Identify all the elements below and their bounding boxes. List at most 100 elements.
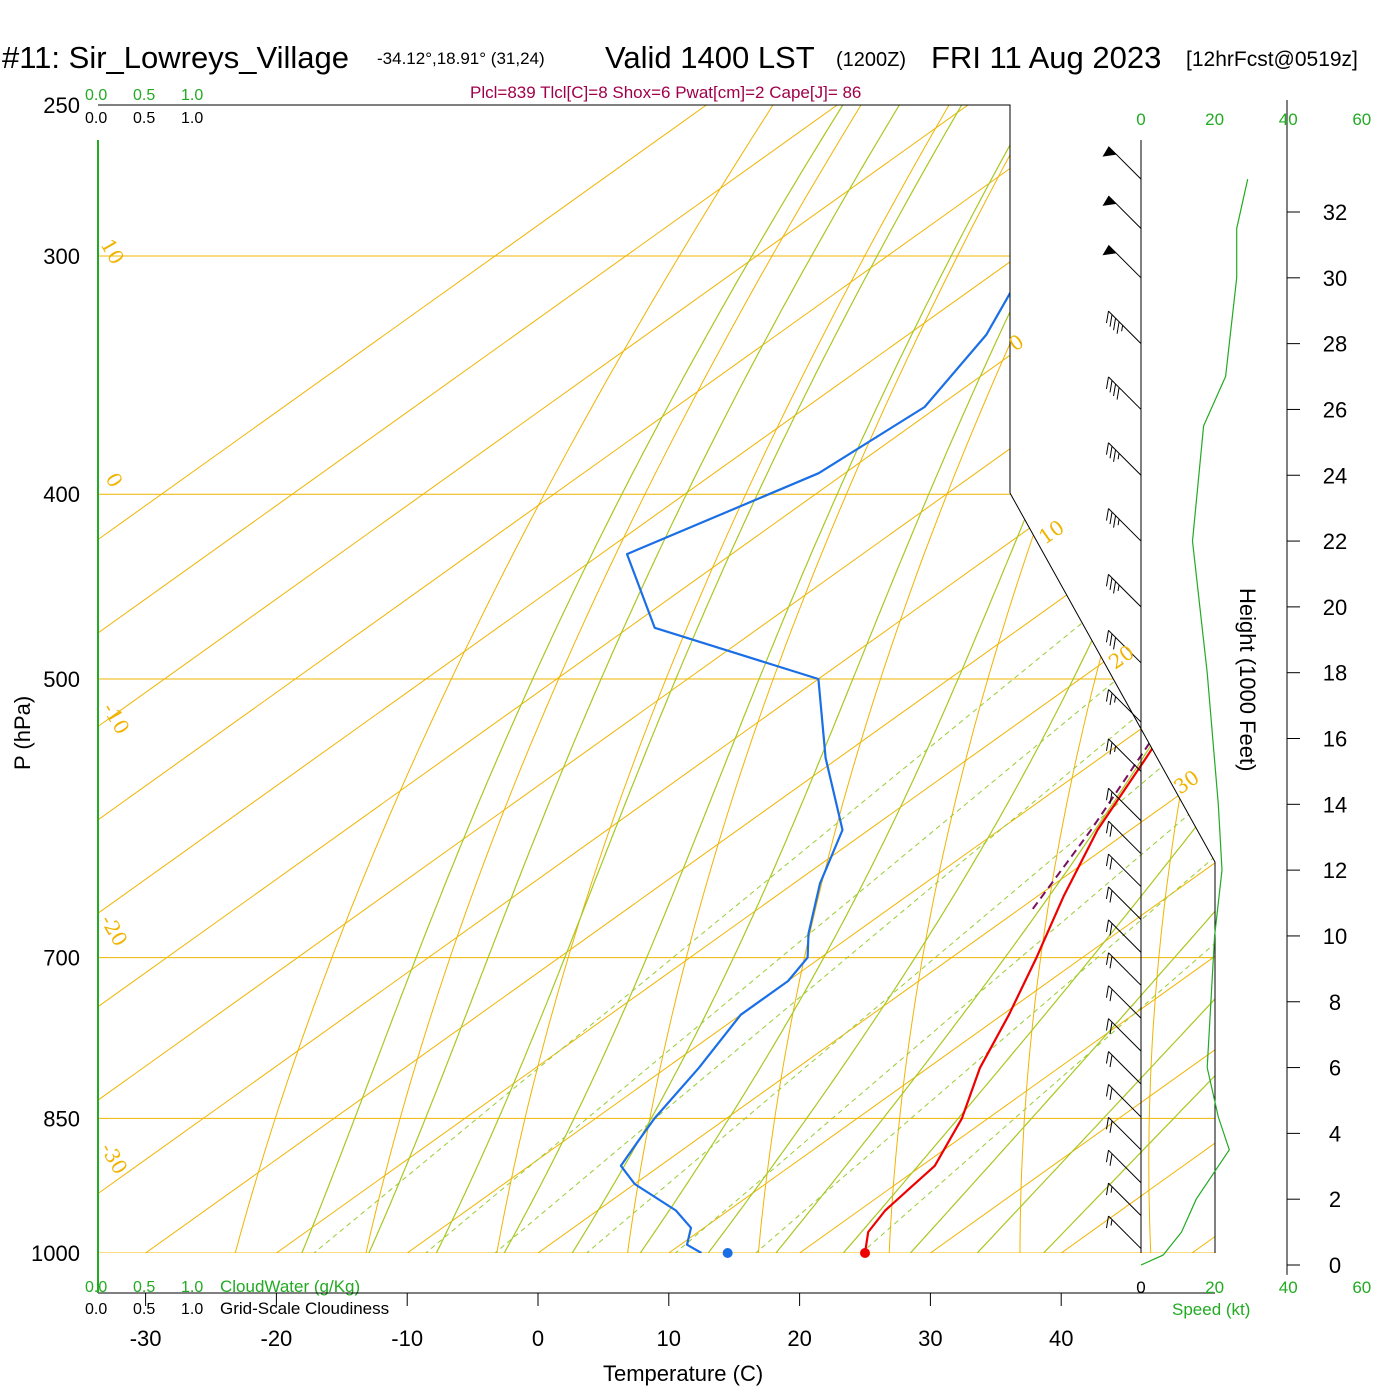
wind-barb-flag xyxy=(1105,376,1109,389)
dewpoint-trace xyxy=(619,152,1111,1253)
cloudwater-scale-bottom-1: 0.5 xyxy=(133,1279,155,1296)
wind-barb xyxy=(1105,1149,1142,1184)
pressure-tick-label: 500 xyxy=(43,667,80,692)
dry-adiabat-line xyxy=(1148,105,1215,1253)
wind-barb-flag xyxy=(1105,1084,1109,1097)
wind-barb xyxy=(1105,985,1142,1019)
wind-barb-flag xyxy=(1109,446,1113,459)
wind-barb-staff xyxy=(1108,1018,1142,1052)
speed-tick-label-bottom: 40 xyxy=(1279,1278,1298,1297)
moist-adiabat-line xyxy=(415,105,963,1253)
wind-barb xyxy=(1105,689,1142,723)
wind-barb-flag xyxy=(1105,1215,1109,1229)
mixing-ratio-label: 12 xyxy=(697,1276,724,1304)
wind-barb-staff xyxy=(1108,1051,1142,1085)
wind-barb-flag xyxy=(1109,380,1113,393)
moist-adiabat-line xyxy=(938,105,1215,1253)
isotherm-label: 10 xyxy=(96,235,130,269)
wind-barb-flag xyxy=(1105,574,1109,587)
isotherm-label: 10 xyxy=(1034,515,1069,549)
height-tick-label: 16 xyxy=(1323,727,1347,752)
wind-barb-flag xyxy=(1109,633,1113,646)
wind-barb-flag xyxy=(1113,449,1117,462)
pressure-tick-label: 300 xyxy=(43,244,80,269)
wind-barb-flag xyxy=(1105,952,1109,965)
wind-barb-flag xyxy=(1113,637,1117,650)
wind-barb-flag xyxy=(1105,508,1109,521)
temperature-tick-label: -30 xyxy=(130,1326,162,1351)
wind-barb-flag xyxy=(1105,738,1109,751)
wind-barb-flag xyxy=(1105,788,1109,801)
wind-speed-line xyxy=(1140,178,1249,1266)
isotherm-label: -20 xyxy=(96,911,133,951)
cloudwater-scale-1: 0.5 xyxy=(133,87,155,104)
wind-barb-flag xyxy=(1105,821,1109,834)
height-tick-label: 26 xyxy=(1323,397,1347,422)
wind-barb-flag xyxy=(1109,577,1113,590)
temperature-axis-label: Temperature (C) xyxy=(603,1361,763,1386)
wind-barb xyxy=(1102,146,1142,180)
wind-barb-flag xyxy=(1109,1153,1113,1166)
wind-barb-flag xyxy=(1105,985,1109,998)
wind-barb-flag xyxy=(1109,890,1113,903)
wind-barb-flag xyxy=(1105,853,1109,867)
wind-barb-staff xyxy=(1108,787,1142,822)
pressure-tick-label: 700 xyxy=(43,946,80,971)
wind-barb xyxy=(1105,629,1142,664)
wind-barb-flag xyxy=(1113,318,1117,331)
isotherm-label: 30 xyxy=(1169,765,1204,799)
station-coords: -34.12°,18.91° (31,24) xyxy=(377,49,545,68)
isotherm-line xyxy=(1191,105,1215,1253)
wind-barb xyxy=(1102,195,1142,229)
speed-tick-label-top: 60 xyxy=(1352,110,1371,129)
wind-barb-flag xyxy=(1105,1018,1109,1031)
isotherm-line xyxy=(98,105,1215,1253)
cloudiness-scale-1: 0.5 xyxy=(133,110,155,127)
dry-adiabat-line xyxy=(224,105,774,1253)
wind-barb-flag xyxy=(1105,1051,1109,1064)
mixing-ratio-line xyxy=(557,493,1215,1253)
speed-tick-label-top: 0 xyxy=(1136,110,1145,129)
wind-barb-half-flag xyxy=(1117,519,1120,526)
parcel-trace xyxy=(1031,694,1183,910)
height-tick-label: 6 xyxy=(1329,1056,1341,1081)
valid-date: FRI 11 Aug 2023 xyxy=(931,40,1161,75)
mixing-ratio-label: 20 xyxy=(803,1276,830,1304)
wind-barb xyxy=(1105,853,1142,887)
pressure-tick-label: 400 xyxy=(43,482,80,507)
isotherm-line xyxy=(98,105,1100,1253)
height-tick-label: 30 xyxy=(1323,266,1347,291)
isotherm-line xyxy=(98,105,707,1253)
wind-barb-flag xyxy=(1109,791,1113,804)
wind-barb-flag xyxy=(1105,1150,1109,1163)
temperature-tick-label: 10 xyxy=(657,1326,681,1351)
isotherm-line xyxy=(537,105,1215,1253)
wind-barb-staff xyxy=(1108,629,1142,664)
pressure-tick-label: 850 xyxy=(43,1106,80,1131)
wind-barb xyxy=(1105,787,1142,822)
isotherm-label: 20 xyxy=(1104,640,1139,674)
wind-barb-staff xyxy=(1108,952,1142,986)
temperature-trace xyxy=(863,152,1215,1253)
temperature-tick-label: -20 xyxy=(261,1326,293,1351)
wind-barb-staff xyxy=(1108,1149,1142,1184)
isotherm-line xyxy=(98,105,969,1253)
wind-barb xyxy=(1105,1051,1142,1085)
wind-barb-half-flag xyxy=(1114,745,1117,753)
wind-barb-half-flag xyxy=(1117,584,1120,592)
wind-barb-half-flag xyxy=(1110,1219,1113,1226)
wind-barb-half-flag xyxy=(1121,325,1124,332)
wind-barb-flag xyxy=(1109,1087,1113,1101)
cloudiness-scale-bottom-2: 1.0 xyxy=(181,1301,203,1318)
height-tick-label: 4 xyxy=(1329,1121,1341,1146)
wind-barb-staff xyxy=(1108,853,1142,887)
wind-barb-flag xyxy=(1109,742,1113,755)
wind-barb xyxy=(1105,573,1142,608)
wind-barb-flag xyxy=(1109,1022,1113,1035)
height-tick-label: 14 xyxy=(1323,792,1347,817)
wind-barb xyxy=(1105,442,1142,476)
height-tick-label: 24 xyxy=(1323,463,1347,488)
height-tick-label: 22 xyxy=(1323,529,1347,554)
cloudiness-label: Grid-Scale Cloudiness xyxy=(220,1299,389,1318)
